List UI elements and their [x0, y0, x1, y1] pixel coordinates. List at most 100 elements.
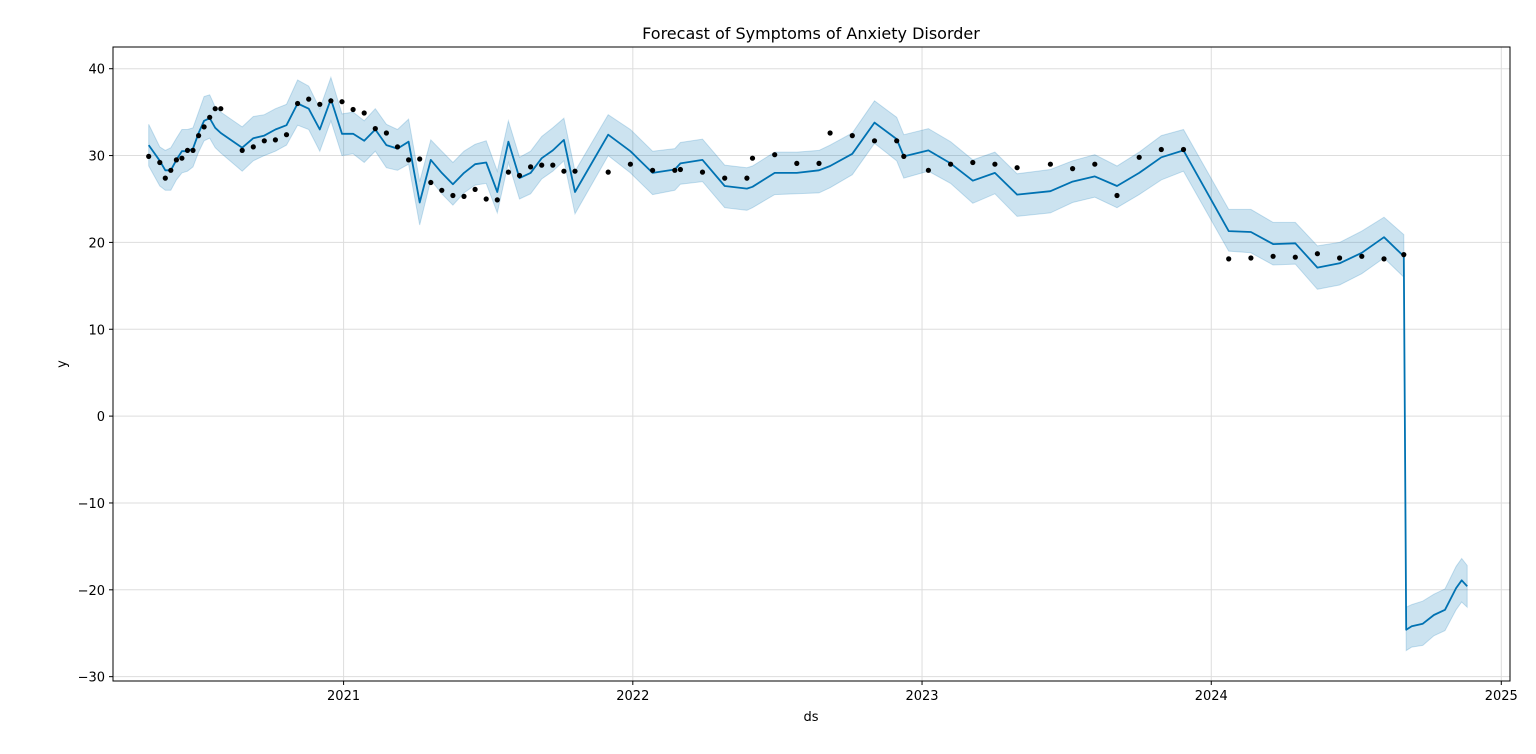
observed-points-group [146, 96, 1407, 262]
observed-point [627, 161, 634, 167]
observed-point [561, 168, 567, 174]
y-tick-label: 10 [88, 323, 105, 338]
x-axis-ticks: 2021 2022 2023 2024 2025 [327, 681, 1518, 704]
observed-point [699, 169, 706, 175]
observed-point [494, 197, 500, 203]
x-tick-label: 2024 [1195, 689, 1228, 704]
x-tick-label: 2021 [327, 689, 360, 704]
observed-point [295, 100, 301, 107]
observed-point [417, 156, 423, 162]
observed-point [1401, 252, 1407, 258]
y-tick-label: 30 [88, 150, 105, 165]
observed-point [328, 98, 334, 104]
observed-point [239, 147, 245, 153]
observed-point [179, 155, 185, 161]
observed-point [901, 153, 907, 159]
observed-point [749, 155, 756, 161]
observed-point [1270, 253, 1276, 259]
observed-point [250, 144, 256, 150]
forecast-line-group [147, 98, 1468, 631]
observed-point [1359, 253, 1365, 259]
observed-point [849, 133, 855, 139]
observed-point [1136, 154, 1142, 160]
observed-point [283, 132, 290, 138]
observed-point [744, 175, 750, 181]
x-tick-label: 2022 [616, 689, 649, 704]
y-tick-label: −20 [78, 584, 105, 599]
observed-point [372, 126, 378, 132]
y-tick-label: −30 [78, 671, 105, 686]
x-tick-label: 2025 [1485, 689, 1518, 704]
observed-point [207, 114, 213, 120]
observed-point [184, 147, 191, 153]
observed-point [1070, 166, 1076, 172]
observed-point [1381, 256, 1387, 262]
observed-point [516, 172, 523, 179]
observed-point [218, 106, 224, 112]
x-tick-label: 2023 [905, 689, 938, 704]
observed-point [505, 169, 511, 175]
observed-point [317, 101, 323, 107]
observed-point [970, 159, 976, 166]
observed-point [406, 157, 412, 163]
observed-point [157, 159, 163, 166]
observed-point [539, 162, 545, 168]
x-axis-label: ds [803, 710, 818, 725]
observed-point [1014, 165, 1020, 171]
observed-point [1092, 161, 1098, 167]
observed-point [528, 164, 534, 170]
observed-point [472, 186, 478, 192]
observed-point [201, 124, 207, 130]
observed-point [772, 152, 778, 158]
y-axis-label: y [55, 360, 70, 368]
uncertainty-band-group [148, 75, 1468, 652]
observed-point [722, 175, 728, 181]
grid-lines [113, 47, 1510, 681]
observed-point [1047, 161, 1053, 167]
observed-point [162, 175, 168, 181]
forecast-line [147, 98, 1468, 631]
observed-point [572, 168, 578, 174]
observed-point [383, 130, 389, 136]
chart-title: Forecast of Symptoms of Anxiety Disorder [642, 24, 980, 43]
observed-point [350, 106, 356, 113]
observed-point [483, 196, 489, 202]
plot-frame [112, 46, 1511, 682]
observed-point [827, 130, 833, 136]
observed-point [794, 160, 800, 166]
observed-point [168, 167, 174, 173]
observed-point [190, 147, 196, 153]
y-tick-label: 20 [88, 236, 105, 251]
observed-point [605, 169, 611, 175]
observed-point [196, 133, 202, 139]
observed-point [948, 161, 954, 167]
observed-point [677, 166, 684, 173]
observed-point [1226, 256, 1232, 262]
observed-point [1292, 254, 1298, 260]
observed-point [361, 110, 367, 116]
observed-point [1314, 251, 1320, 257]
observed-point [261, 138, 267, 144]
observed-point [1248, 255, 1254, 261]
observed-point [1114, 192, 1120, 199]
observed-point [992, 161, 998, 167]
observed-point [672, 167, 678, 173]
observed-point [894, 138, 900, 144]
observed-point [394, 144, 401, 150]
y-axis-ticks: −30 −20 −10 0 10 20 30 40 [78, 63, 113, 686]
observed-point [1158, 146, 1164, 153]
observed-point [306, 96, 312, 102]
observed-point [925, 167, 932, 173]
observed-point [339, 99, 345, 105]
observed-point [428, 179, 434, 186]
observed-point [550, 162, 556, 168]
observed-point [461, 193, 467, 199]
observed-point [212, 106, 218, 112]
observed-point [146, 153, 152, 159]
observed-point [173, 157, 179, 163]
observed-point [871, 138, 878, 144]
observed-point [1180, 146, 1187, 153]
y-tick-label: 0 [97, 410, 105, 425]
observed-point [1337, 255, 1343, 261]
